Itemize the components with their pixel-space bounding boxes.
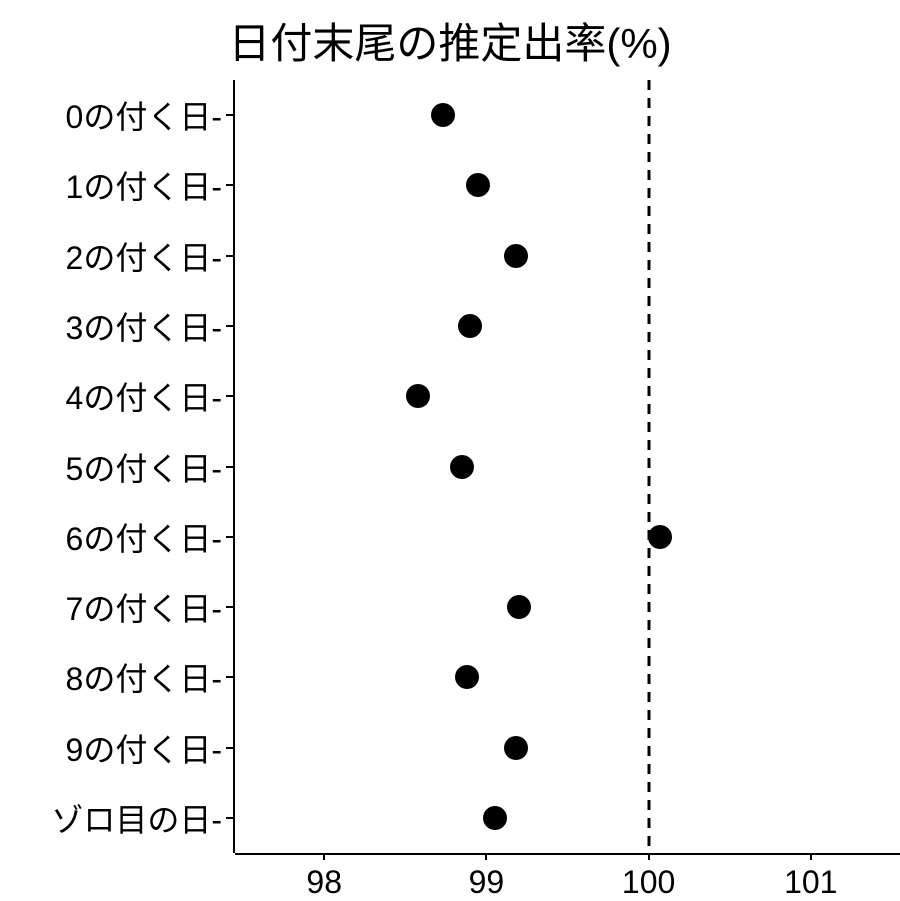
y-tick-label: 8の付く日- xyxy=(66,654,222,700)
data-point xyxy=(507,595,531,619)
x-tick-mark xyxy=(648,853,650,860)
chart-container: 日付末尾の推定出率(%) 98 99 100 101 0の付く日- 1の付く日- 2の付く日… xyxy=(0,0,900,900)
x-tick-mark xyxy=(810,853,812,860)
y-tick-label: 0の付く日- xyxy=(66,92,222,138)
reference-line xyxy=(646,80,652,853)
y-tick-mark xyxy=(226,747,233,749)
y-tick-mark xyxy=(226,255,233,257)
y-tick-label: 2の付く日- xyxy=(66,233,222,279)
x-tick-mark xyxy=(323,853,325,860)
y-tick-label: 4の付く日- xyxy=(66,373,222,419)
x-tick-label: 98 xyxy=(306,864,342,901)
x-tick-label: 100 xyxy=(622,864,675,901)
y-tick-label: 7の付く日- xyxy=(66,584,222,630)
y-tick-mark xyxy=(226,466,233,468)
x-tick-mark xyxy=(485,853,487,860)
plot-area xyxy=(235,80,900,853)
x-tick-label: 99 xyxy=(469,864,505,901)
y-tick-label: 5の付く日- xyxy=(66,444,222,490)
y-axis-line xyxy=(233,80,235,853)
y-tick-label: ゾロ目の日- xyxy=(51,795,222,841)
data-point xyxy=(504,736,528,760)
data-point xyxy=(450,455,474,479)
y-tick-mark xyxy=(226,325,233,327)
y-tick-mark xyxy=(226,536,233,538)
data-point xyxy=(504,244,528,268)
data-point xyxy=(455,665,479,689)
y-tick-mark xyxy=(226,184,233,186)
data-point xyxy=(406,384,430,408)
data-point xyxy=(431,103,455,127)
y-tick-mark xyxy=(226,676,233,678)
x-axis-line xyxy=(235,853,900,855)
x-tick-label: 101 xyxy=(784,864,837,901)
y-tick-mark xyxy=(226,817,233,819)
y-tick-label: 1の付く日- xyxy=(66,162,222,208)
y-tick-mark xyxy=(226,114,233,116)
chart-title: 日付末尾の推定出率(%) xyxy=(0,10,900,71)
y-tick-label: 3の付く日- xyxy=(66,303,222,349)
data-point xyxy=(458,314,482,338)
data-point xyxy=(648,525,672,549)
y-tick-label: 9の付く日- xyxy=(66,725,222,771)
y-tick-mark xyxy=(226,606,233,608)
data-point xyxy=(483,806,507,830)
y-tick-label: 6の付く日- xyxy=(66,514,222,560)
data-point xyxy=(466,173,490,197)
y-tick-mark xyxy=(226,395,233,397)
